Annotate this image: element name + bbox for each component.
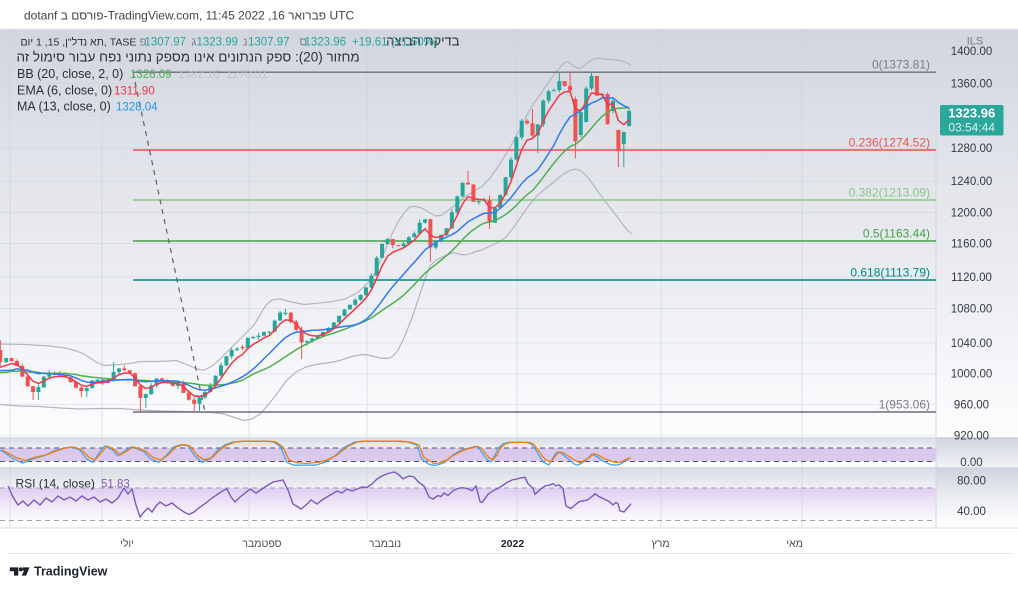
svg-text:1323.96: 1323.96 — [948, 106, 995, 121]
svg-text:1200.00: 1200.00 — [951, 208, 993, 220]
svg-text:1307.97: 1307.97 — [248, 37, 290, 49]
svg-text:הז לומיס רובע חפנ ינותנ קפסמ ו: הז לומיס רובע חפנ ינותנ קפסמ וניא םינותנ… — [17, 50, 360, 65]
svg-text:הציבה תקידב: הציבה תקידב — [386, 34, 460, 49]
svg-text:1280.00: 1280.00 — [951, 143, 993, 155]
svg-text:רבמבונ: רבמבונ — [369, 538, 401, 550]
svg-text:40.00: 40.00 — [957, 506, 986, 518]
svg-text:1160.00: 1160.00 — [951, 239, 992, 251]
svg-text:960.00: 960.00 — [954, 400, 989, 412]
svg-text:ס: ס — [300, 37, 308, 49]
svg-text:RSI (14, close): RSI (14, close) — [16, 477, 95, 491]
svg-text:יאמ: יאמ — [786, 538, 803, 550]
svg-text:MA (13, close, 0): MA (13, close, 0) — [17, 99, 111, 113]
svg-text:80.00: 80.00 — [957, 475, 986, 487]
svg-text:ילוי: ילוי — [120, 538, 134, 550]
svg-text:1000.00: 1000.00 — [951, 369, 993, 381]
svg-text:1360.00: 1360.00 — [951, 78, 993, 90]
svg-text:1323.99: 1323.99 — [197, 37, 239, 49]
svg-text:1270.01: 1270.01 — [226, 69, 268, 81]
svg-text:1080.00: 1080.00 — [951, 304, 993, 316]
svg-text:פ: פ — [140, 37, 147, 49]
svg-text:1240.00: 1240.00 — [951, 176, 993, 188]
svg-text:03:54:44: 03:54:44 — [948, 121, 995, 135]
svg-text:0.5(1163.44): 0.5(1163.44) — [863, 227, 930, 241]
svg-text:920.00: 920.00 — [954, 430, 989, 442]
svg-text:1328.04: 1328.04 — [116, 101, 158, 113]
svg-text:0.382(1213.09): 0.382(1213.09) — [849, 186, 930, 200]
svg-text:נ: נ — [243, 37, 247, 49]
svg-text:1400.00: 1400.00 — [951, 46, 993, 58]
svg-text:dotanf ב םסרופ-TradingView.com: dotanf ב םסרופ-TradingView.com, 11:45 20… — [24, 9, 354, 23]
svg-text:BB (20, close, 2, 0): BB (20, close, 2, 0) — [17, 67, 123, 81]
svg-text:ILS: ILS — [967, 36, 984, 48]
svg-text:EMA (6, close, 0): EMA (6, close, 0) — [17, 83, 112, 97]
svg-text:0.236(1274.52): 0.236(1274.52) — [849, 136, 930, 150]
svg-text:0.00: 0.00 — [960, 457, 982, 469]
svg-text:+19.61 (+1.50%): +19.61 (+1.50%) — [352, 37, 438, 49]
svg-text:1311.90: 1311.90 — [114, 85, 155, 97]
svg-text:1323.96: 1323.96 — [305, 37, 347, 49]
svg-text:51.83: 51.83 — [101, 479, 130, 491]
svg-text:0.618(1113.79): 0.618(1113.79) — [850, 266, 930, 280]
svg-text:TradingView: TradingView — [34, 565, 108, 579]
svg-text:1382.16: 1382.16 — [178, 69, 220, 81]
svg-text:רבמטפס: רבמטפס — [242, 538, 281, 550]
svg-text:1326.09: 1326.09 — [130, 69, 172, 81]
svg-text:םוי 1 ,15 ,ן"לדנ את, TASE: םוי 1 ,15 ,ן"לדנ את, TASE — [21, 37, 137, 49]
svg-text:1307.97: 1307.97 — [145, 37, 187, 49]
svg-text:0(1373.81): 0(1373.81) — [872, 58, 930, 72]
svg-text:ג: ג — [192, 37, 197, 49]
svg-text:ץרמ: ץרמ — [651, 538, 669, 550]
svg-text:1(953.06): 1(953.06) — [879, 398, 930, 412]
svg-text:2022: 2022 — [501, 538, 525, 550]
svg-text:1120.00: 1120.00 — [951, 272, 992, 284]
svg-text:1040.00: 1040.00 — [951, 338, 993, 350]
